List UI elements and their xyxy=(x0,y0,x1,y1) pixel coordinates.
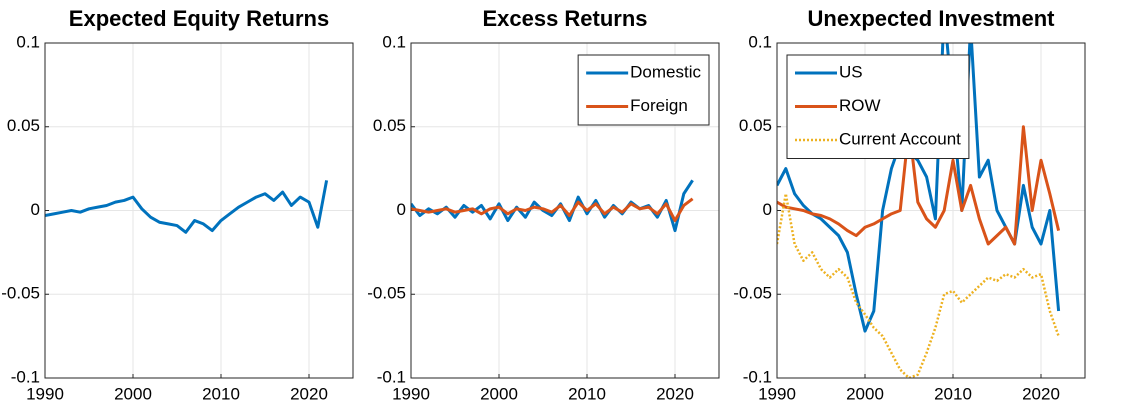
legend: Domestic Foreign xyxy=(577,54,710,126)
panel: Excess Returns -0.1 -0.05 0 0.05 0.1 1990 2000 2… xyxy=(367,6,720,403)
y-tick-label: -0.05 xyxy=(367,284,406,303)
axes-box xyxy=(44,42,354,379)
x-tick-label: 2000 xyxy=(846,384,884,403)
line xyxy=(777,192,1060,378)
legend-label: Current Account xyxy=(839,129,961,148)
plot-area xyxy=(45,180,329,234)
y-tick-label: -0.05 xyxy=(733,284,772,303)
plot-area xyxy=(777,43,1061,378)
chart-title: Expected Equity Returns xyxy=(69,6,329,31)
legend-label: Foreign xyxy=(630,96,688,115)
y-tick-label: 0.1 xyxy=(382,32,406,51)
x-tick-label: 2020 xyxy=(290,384,328,403)
y-tick-label: -0.05 xyxy=(1,284,40,303)
panel: Expected Equity Returns -0.1 -0.05 0 0.05 0.1… xyxy=(1,6,354,403)
axes-box xyxy=(776,42,1086,379)
x-tick-label: 2010 xyxy=(568,384,606,403)
x-tick-label: 2000 xyxy=(114,384,152,403)
plot-area xyxy=(411,179,694,233)
x-tick-label: 1990 xyxy=(758,384,796,403)
x-tick-label: 2000 xyxy=(480,384,518,403)
axes-box xyxy=(410,42,720,379)
line xyxy=(411,197,694,223)
chart-title: Unexpected Investment xyxy=(808,6,1056,31)
line xyxy=(411,179,694,233)
y-tick-label: 0 xyxy=(397,200,406,219)
y-tick-label: 0.1 xyxy=(16,32,40,51)
y-tick-label: 0 xyxy=(31,200,40,219)
y-tick-label: 0.1 xyxy=(748,32,772,51)
panel: Unexpected Investment -0.1 -0.05 0 0.05 0.1 19… xyxy=(733,6,1086,403)
y-tick-label: -0.1 xyxy=(11,367,40,386)
y-tick-label: 0.05 xyxy=(373,116,406,135)
legend-label: ROW xyxy=(839,96,881,115)
x-tick-label: 1990 xyxy=(26,384,64,403)
line xyxy=(45,180,329,234)
legend-label: Domestic xyxy=(630,62,701,81)
y-tick-label: -0.1 xyxy=(743,367,772,386)
y-tick-label: 0 xyxy=(763,200,772,219)
x-tick-label: 2010 xyxy=(934,384,972,403)
y-tick-label: 0.05 xyxy=(739,116,772,135)
x-tick-label: 2020 xyxy=(1022,384,1060,403)
x-tick-label: 2010 xyxy=(202,384,240,403)
y-tick-label: 0.05 xyxy=(7,116,40,135)
legend-label: US xyxy=(839,62,863,81)
legend: US ROW Current Account xyxy=(786,54,970,159)
chart-title: Excess Returns xyxy=(482,6,647,31)
x-tick-label: 1990 xyxy=(392,384,430,403)
line xyxy=(777,125,1061,246)
x-tick-label: 2020 xyxy=(656,384,694,403)
legend-box xyxy=(577,54,710,126)
y-tick-label: -0.1 xyxy=(377,367,406,386)
